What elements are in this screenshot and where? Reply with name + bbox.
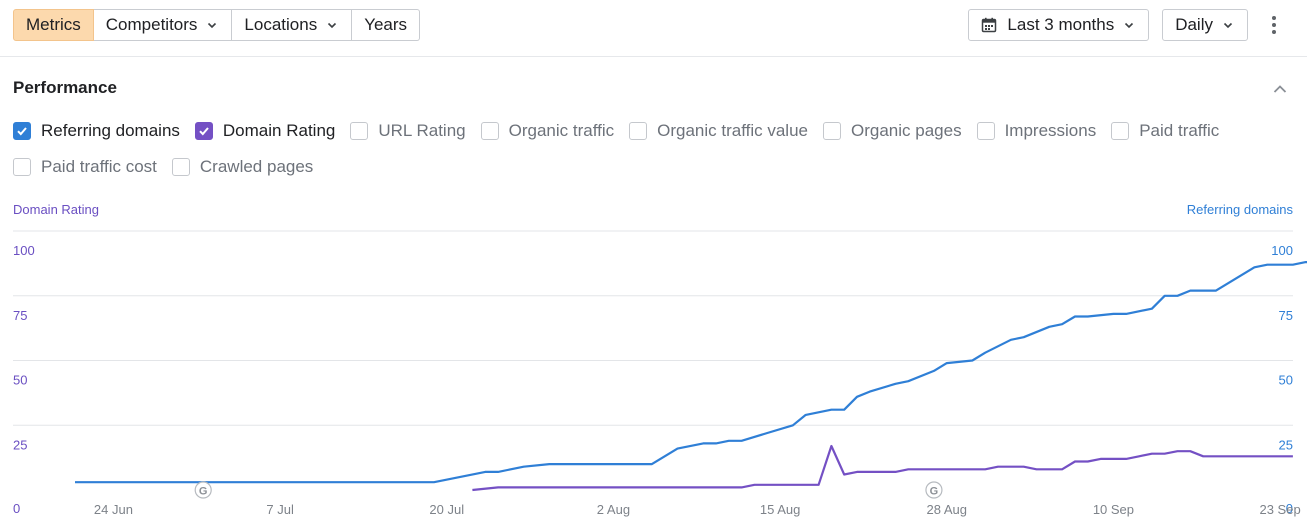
metric-checkbox-row: Referring domains Domain Rating URL Rati… — [13, 121, 1234, 141]
locations-dropdown[interactable]: Locations — [232, 9, 353, 41]
x-tick-label: 23 Sep — [1259, 502, 1300, 517]
check-icon — [17, 127, 27, 136]
tab-metrics[interactable]: Metrics — [13, 9, 94, 41]
marker-label: G — [199, 486, 208, 498]
checkbox-crawled-pages[interactable]: Crawled pages — [171, 157, 314, 177]
tab-years[interactable]: Years — [352, 9, 421, 41]
marker-circle — [194, 481, 212, 499]
checkbox-organic-pages[interactable]: Organic pages — [823, 121, 962, 141]
toolbar: Metrics Competitors Locations Years — [0, 0, 1307, 57]
left-y-tick-label: 50 — [13, 373, 27, 388]
locations-label: Locations — [244, 15, 318, 34]
toolbar-right: Last 3 months Daily — [955, 9, 1286, 41]
right-axis-title: Referring domains — [1186, 202, 1293, 217]
competitors-dropdown[interactable]: Competitors — [93, 9, 233, 41]
interval-label: Daily — [1175, 15, 1213, 34]
checkbox-label: Domain Rating — [222, 121, 336, 140]
checkbox-organic-traffic[interactable]: Organic traffic — [480, 121, 615, 141]
checkbox-label: Paid traffic — [1139, 121, 1220, 140]
checkbox-impressions[interactable]: Impressions — [976, 121, 1097, 141]
left-y-tick-label: 100 — [13, 243, 35, 258]
calendar-icon — [982, 17, 997, 33]
checkbox-label: Referring domains — [41, 121, 180, 140]
tab-years-label: Years — [364, 15, 408, 34]
left-y-tick-label: 0 — [13, 501, 20, 516]
left-y-tick-label: 75 — [13, 308, 27, 323]
checkbox-label: Crawled pages — [199, 157, 314, 176]
competitors-label: Competitors — [105, 15, 198, 34]
checkbox-paid-traffic-cost[interactable]: Paid traffic cost — [13, 157, 157, 177]
checkbox-label: Organic traffic — [508, 121, 615, 140]
chevron-up-icon[interactable] — [1271, 80, 1289, 98]
checkbox-box[interactable] — [976, 122, 995, 140]
chevron-down-icon — [1125, 22, 1134, 29]
x-tick-label: 20 Jul — [429, 502, 464, 517]
left-y-tick-label: 25 — [13, 437, 27, 452]
checkbox-box[interactable] — [823, 122, 841, 140]
checkbox-box[interactable] — [1111, 122, 1130, 140]
marker-label: G — [930, 486, 939, 498]
right-y-tick-label: 100 — [1271, 243, 1293, 258]
view-segment-group: Metrics Competitors Locations Years — [13, 9, 421, 41]
metric-checkbox-row: Paid traffic cost Crawled pages — [13, 157, 328, 177]
right-y-tick-label: 50 — [1279, 373, 1293, 388]
right-y-tick-label: 25 — [1279, 437, 1293, 452]
google-update-marker[interactable]: G — [194, 481, 212, 499]
x-tick-label: 28 Aug — [927, 502, 968, 517]
chevron-down-icon — [208, 22, 217, 29]
checkbox-label: Organic traffic value — [657, 121, 808, 140]
referring-domains-line — [75, 260, 1307, 484]
checkbox-box[interactable] — [350, 122, 369, 140]
left-axis-title: Domain Rating — [13, 202, 99, 217]
checkbox-box[interactable] — [629, 122, 648, 140]
checkbox-organic-traffic-value[interactable]: Organic traffic value — [629, 121, 808, 141]
marker-circle — [925, 481, 943, 499]
checkbox-box[interactable] — [13, 158, 31, 176]
right-y-tick-label: 0 — [1286, 501, 1293, 516]
checkbox-label: Paid traffic cost — [41, 157, 157, 176]
x-tick-label: 10 Sep — [1093, 502, 1134, 517]
x-tick-label: 2 Aug — [597, 502, 630, 517]
x-tick-label: 7 Jul — [266, 502, 294, 517]
checkbox-box[interactable] — [480, 122, 499, 140]
interval-dropdown[interactable]: Daily — [1162, 9, 1248, 41]
google-update-marker[interactable]: G — [925, 481, 943, 499]
date-range-label: Last 3 months — [1007, 15, 1115, 34]
checkbox-label: URL Rating — [378, 121, 466, 140]
date-range-dropdown[interactable]: Last 3 months — [968, 9, 1150, 41]
chevron-down-icon — [1223, 22, 1233, 29]
more-dots — [1272, 16, 1276, 34]
checkbox-paid-traffic[interactable]: Paid traffic — [1111, 121, 1219, 141]
checkbox-url-rating[interactable]: URL Rating — [350, 121, 466, 141]
check-icon — [199, 127, 209, 136]
domain-rating-line — [472, 444, 1293, 492]
more-vertical-icon[interactable] — [1262, 9, 1286, 41]
x-tick-label: 15 Aug — [760, 502, 801, 517]
tab-metrics-label: Metrics — [26, 15, 81, 34]
checkbox-box[interactable] — [194, 122, 213, 140]
checkbox-label: Organic pages — [851, 121, 962, 140]
checkbox-domain-rating[interactable]: Domain Rating — [194, 121, 336, 141]
right-y-tick-label: 75 — [1279, 308, 1293, 323]
chevron-down-icon — [328, 22, 337, 29]
section-title: Performance — [13, 78, 117, 97]
checkbox-box[interactable] — [171, 158, 190, 176]
x-tick-label: 24 Jun — [94, 502, 133, 517]
performance-chart[interactable]: 0 0 25 25 50 50 75 75 100 100 24 Jun 7 Jul 20 Jul 2 A… — [0, 220, 1307, 532]
checkbox-referring-domains[interactable]: Referring domains — [13, 121, 180, 141]
checkbox-label: Impressions — [1004, 121, 1097, 140]
checkbox-box[interactable] — [13, 122, 31, 140]
